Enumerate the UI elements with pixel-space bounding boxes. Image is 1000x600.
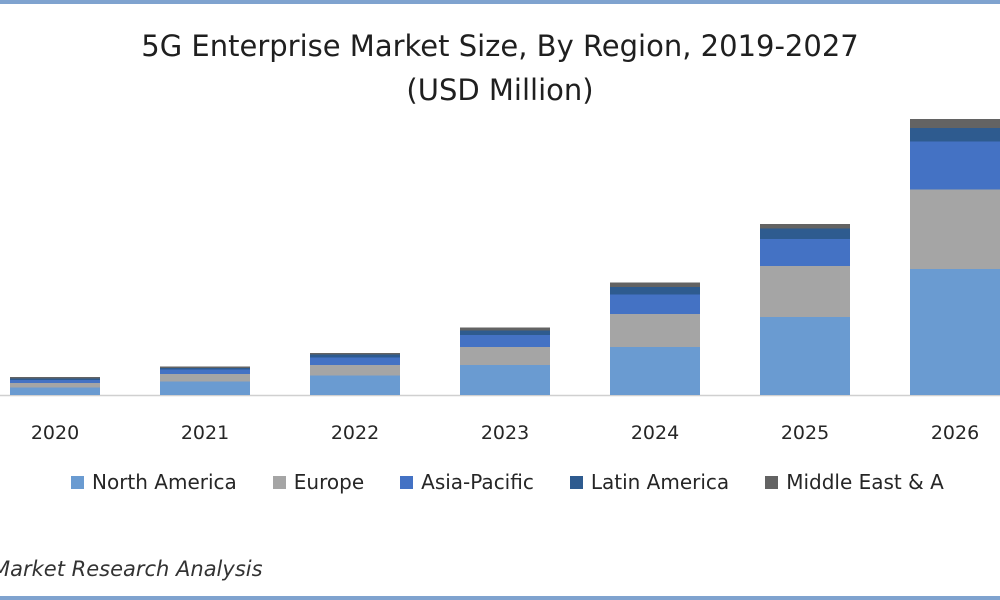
legend-item: Asia-Pacific (400, 470, 534, 494)
legend-label: Europe (293, 470, 365, 494)
x-tick-label: 2021 (181, 422, 229, 444)
x-tick-label: 2022 (331, 422, 379, 444)
chart-title-block: 5G Enterprise Market Size, By Region, 20… (0, 24, 1000, 112)
bar-segment (10, 380, 100, 383)
chart-title: 5G Enterprise Market Size, By Region, 20… (141, 29, 859, 63)
legend-swatch (765, 475, 779, 489)
legend-swatch (272, 475, 286, 489)
bar-segment (10, 387, 100, 395)
legend-label: Asia-Pacific (421, 470, 534, 494)
bar-segment (610, 314, 700, 347)
legend-item: Latin America (569, 470, 730, 494)
legend-item: Europe (272, 470, 365, 494)
bar-segment (10, 383, 100, 388)
bar-segment (160, 366, 250, 368)
bar-segment (760, 228, 850, 239)
legend-label: Latin America (590, 470, 730, 494)
chart-subtitle: (USD Million) (406, 73, 594, 107)
bar-segment (910, 141, 1000, 190)
bar-segment (310, 375, 400, 395)
bar-segment (910, 269, 1000, 395)
bar-segment (160, 374, 250, 382)
x-tick-label: 2025 (781, 422, 829, 444)
bar-segment (610, 347, 700, 395)
bar-segment (910, 119, 1000, 128)
bar-segment (610, 294, 700, 314)
bar-segment (310, 353, 400, 355)
bottom-frame-rule (0, 596, 1000, 600)
legend-item: Middle East & A (765, 470, 944, 494)
bar-segment (460, 335, 550, 347)
bar-segment (10, 377, 100, 379)
bar-segment (610, 287, 700, 295)
legend-swatch (71, 475, 84, 489)
bar-segment (460, 330, 550, 335)
bar-segment (460, 365, 550, 395)
chart-legend: North America Europe Asia-Pacific Latin Ame… (71, 468, 980, 496)
bar-segment (310, 354, 400, 358)
source-note: Market Research Analysis (0, 557, 263, 581)
bar-segment (760, 317, 850, 395)
bar-segment (10, 378, 100, 380)
x-tick-label: 2024 (631, 422, 679, 444)
legend-swatch (400, 475, 414, 489)
bar-segment (310, 357, 400, 365)
legend-swatch (569, 475, 583, 489)
bar-segment (460, 327, 550, 331)
bar-segment (760, 239, 850, 266)
bar-segment (760, 224, 850, 229)
bar-segment (910, 189, 1000, 269)
bar-segment (760, 266, 850, 317)
x-tick-label: 2020 (31, 422, 79, 444)
legend-label: Middle East & A (786, 470, 944, 494)
bar-segment (310, 365, 400, 376)
bar-segment (160, 369, 250, 374)
bar-segment (160, 368, 250, 370)
bar-segment (460, 347, 550, 365)
x-tick-label: 2026 (931, 422, 979, 444)
x-tick-label: 2023 (481, 422, 529, 444)
bar-segment (160, 381, 250, 395)
legend-item: North America (71, 470, 237, 494)
bar-segment (910, 128, 1000, 142)
bar-segment (610, 282, 700, 287)
legend-label: North America (92, 470, 237, 494)
top-frame-rule (0, 0, 1000, 4)
